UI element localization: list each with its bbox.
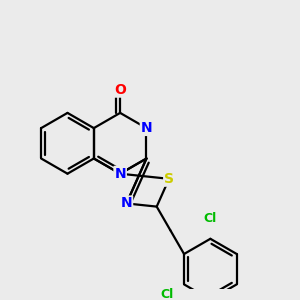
Text: Cl: Cl [160, 288, 173, 300]
Text: Cl: Cl [204, 212, 217, 225]
Text: N: N [141, 121, 152, 135]
Text: N: N [114, 167, 126, 181]
Text: N: N [121, 196, 132, 210]
Text: S: S [164, 172, 174, 186]
Text: O: O [114, 83, 126, 97]
